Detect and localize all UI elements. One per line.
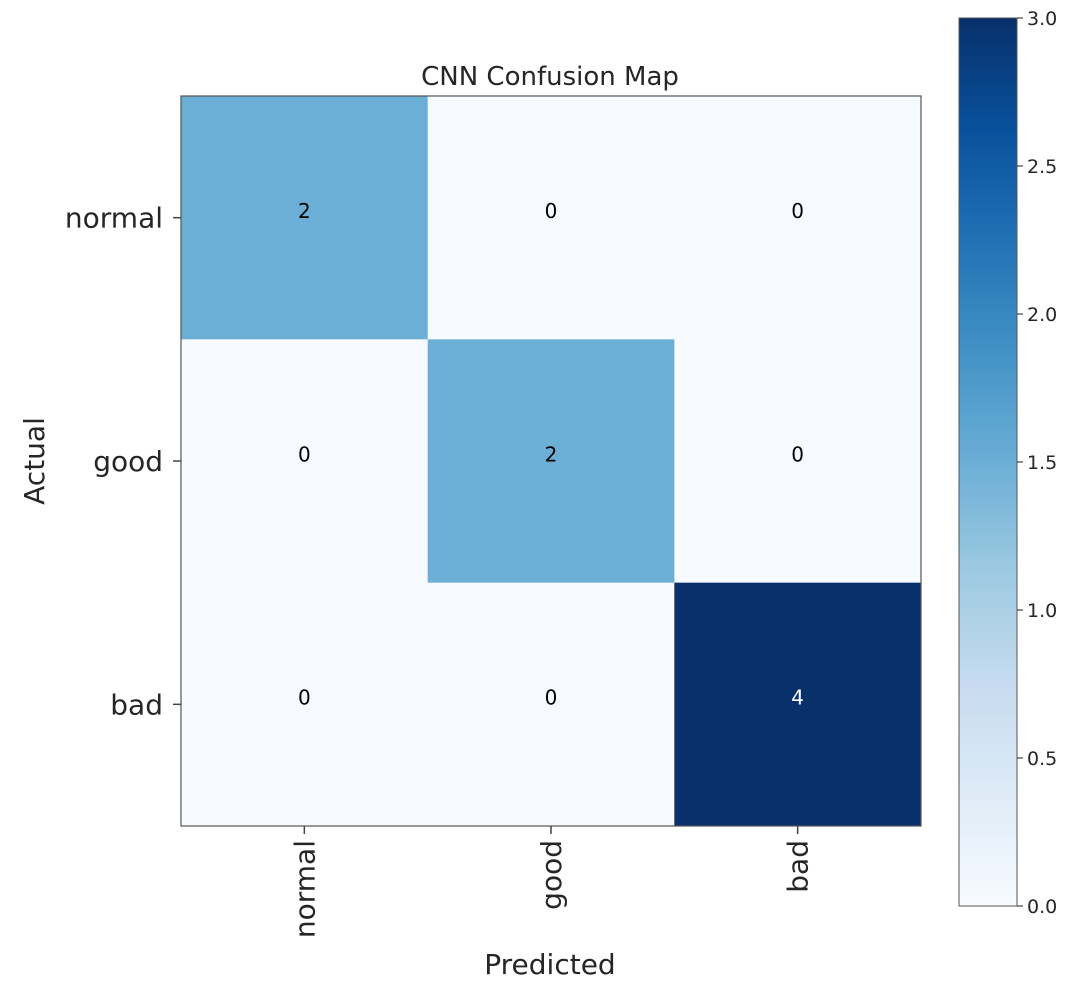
x-tick-label: normal: [288, 840, 321, 938]
heatmap-cell-value: 2: [545, 442, 558, 466]
heatmap-cell: [674, 339, 922, 584]
colorbar-tick-label: 0.0: [1027, 896, 1057, 918]
chart-title: CNN Confusion Map: [421, 62, 679, 92]
y-tick-label: normal: [65, 202, 163, 235]
heatmap-cell: [181, 582, 429, 827]
heatmap-cell-value: 0: [545, 686, 558, 710]
heatmap-cell-value: 0: [545, 199, 558, 223]
heatmap-cell: [181, 96, 429, 340]
colorbar-ticks: 0.0 0.5 1.0 1.5 2.0 2.5 3.0: [1017, 8, 1057, 918]
heatmap-cell-value: 0: [791, 442, 804, 466]
heatmap-cell: [427, 96, 675, 340]
x-tick-label: good: [535, 840, 568, 910]
colorbar-tick-label: 2.5: [1027, 156, 1057, 178]
heatmap-cell: [181, 339, 429, 584]
colorbar-tick-label: 1.0: [1027, 600, 1057, 622]
colorbar: [958, 17, 1018, 907]
y-axis-ticks: normal good bad: [65, 202, 181, 721]
heatmap-cell-labels: 2 0 0 0 2 0 0 0 4: [298, 199, 804, 710]
heatmap-cell: [674, 582, 922, 827]
colorbar-tick-label: 0.5: [1027, 748, 1057, 770]
heatmap-cell: [427, 582, 675, 827]
colorbar-tick-label: 1.5: [1027, 452, 1057, 474]
heatmap-cell: [427, 339, 675, 584]
x-tick-label: bad: [782, 840, 815, 893]
y-axis-label: Actual: [18, 417, 51, 505]
heatmap-cell-value: 0: [298, 686, 311, 710]
heatmap-cell: [674, 96, 922, 340]
heatmap-cell-value: 4: [791, 686, 804, 710]
heatmap-cells: [181, 96, 922, 827]
heatmap-cell-value: 0: [298, 442, 311, 466]
colorbar-tick-label: 3.0: [1027, 8, 1057, 30]
x-axis-ticks: normal good bad: [288, 826, 815, 938]
heatmap-cell-value: 2: [298, 199, 311, 223]
colorbar-tick-label: 2.0: [1027, 304, 1057, 326]
heatmap-cell-value: 0: [791, 199, 804, 223]
y-tick-label: good: [93, 445, 163, 478]
x-axis-label: Predicted: [484, 948, 615, 981]
y-tick-label: bad: [110, 688, 163, 721]
